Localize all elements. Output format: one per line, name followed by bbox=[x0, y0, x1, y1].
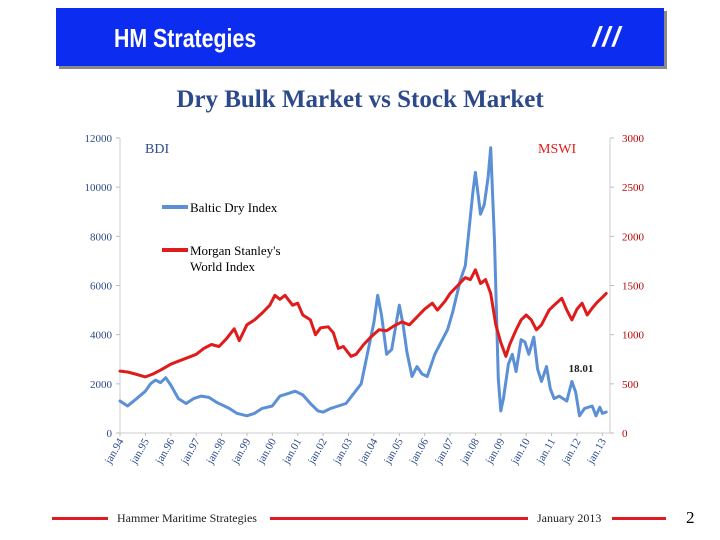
legend-label-mswi-line2: World Index bbox=[190, 259, 256, 274]
x-tick-label: jan.95 bbox=[127, 436, 152, 467]
header-mark: /// bbox=[592, 21, 622, 52]
x-tick-label: jan.09 bbox=[483, 436, 508, 467]
x-tick-label: jan.03 bbox=[331, 436, 356, 467]
y-left-tick-label: 0 bbox=[107, 428, 113, 440]
x-tick-label: jan.11 bbox=[534, 437, 558, 467]
y-left-tick-label: 8000 bbox=[90, 231, 113, 243]
chart-title: Dry Bulk Market vs Stock Market bbox=[176, 86, 544, 113]
x-tick-label: jan.00 bbox=[254, 436, 279, 467]
footer-line-right bbox=[612, 517, 666, 520]
x-tick-label: jan.94 bbox=[102, 436, 127, 467]
series-line-bdi bbox=[118, 146, 608, 418]
y-left-axis-name: BDI bbox=[145, 142, 169, 157]
x-tick-label: jan.01 bbox=[280, 437, 304, 467]
x-tick-label: jan.10 bbox=[508, 436, 533, 467]
x-tick-label: jan.96 bbox=[153, 436, 178, 467]
x-tick-label: jan.13 bbox=[584, 436, 609, 467]
series-line-mswi bbox=[118, 268, 608, 379]
y-left-tick-label: 10000 bbox=[85, 182, 113, 194]
footer-date: January 2013 bbox=[537, 511, 602, 525]
legend-label-mswi: Morgan Stanley's bbox=[190, 243, 281, 258]
footer-line-middle bbox=[270, 517, 528, 520]
y-right-axis-name: MSWI bbox=[538, 142, 576, 157]
y-left-tick-label: 12000 bbox=[85, 133, 113, 145]
x-tick-label: jan.12 bbox=[559, 437, 583, 467]
page-number: 2 bbox=[686, 508, 695, 527]
x-tick-label: jan.02 bbox=[305, 437, 329, 467]
y-right-tick-label: 2500 bbox=[622, 182, 645, 194]
y-right-tick-label: 1500 bbox=[622, 281, 645, 293]
legend-label-bdi: Baltic Dry Index bbox=[190, 200, 278, 215]
y-right-tick-label: 1000 bbox=[622, 330, 645, 342]
y-right-tick-label: 2000 bbox=[622, 231, 645, 243]
x-tick-label: jan.04 bbox=[356, 436, 381, 467]
y-left-tick-label: 4000 bbox=[90, 330, 113, 342]
x-tick-label: jan.98 bbox=[204, 436, 229, 467]
header-title: HM Strategies bbox=[114, 23, 257, 53]
footer-company: Hammer Maritime Strategies bbox=[117, 511, 257, 525]
y-right-tick-label: 500 bbox=[622, 379, 639, 391]
y-right-tick-label: 3000 bbox=[622, 133, 645, 145]
annotation-label: 18.01 bbox=[569, 363, 594, 375]
y-left-tick-label: 6000 bbox=[90, 281, 113, 293]
x-tick-label: jan.07 bbox=[432, 436, 457, 467]
x-tick-label: jan.08 bbox=[458, 436, 483, 467]
x-tick-label: jan.97 bbox=[178, 436, 203, 467]
x-tick-label: jan.05 bbox=[381, 436, 406, 467]
footer-line-left bbox=[52, 517, 108, 520]
x-tick-label: jan.99 bbox=[229, 436, 254, 467]
x-tick-label: jan.06 bbox=[407, 436, 432, 467]
y-left-tick-label: 2000 bbox=[90, 379, 113, 391]
y-right-tick-label: 0 bbox=[622, 428, 628, 440]
header-bar: HM Strategies /// bbox=[56, 8, 664, 66]
